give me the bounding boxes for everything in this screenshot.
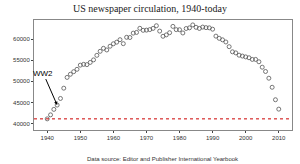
svg-text:60000: 60000 [13,36,30,42]
svg-text:50000: 50000 [13,78,30,84]
svg-text:2000: 2000 [239,135,253,141]
svg-text:WW2: WW2 [33,69,53,78]
svg-text:1950: 1950 [74,135,88,141]
svg-text:40000: 40000 [13,121,30,127]
svg-text:Data source: Editor and Publis: Data source: Editor and Publisher Intern… [87,156,239,162]
svg-text:1990: 1990 [206,135,220,141]
svg-text:2010: 2010 [272,135,286,141]
svg-text:1980: 1980 [173,135,187,141]
svg-text:1960: 1960 [107,135,121,141]
svg-text:1970: 1970 [140,135,154,141]
svg-text:US newspaper circulation, 1940: US newspaper circulation, 1940-today [73,3,227,14]
svg-text:1940: 1940 [41,135,55,141]
svg-text:45000: 45000 [13,100,30,106]
svg-text:55000: 55000 [13,57,30,63]
